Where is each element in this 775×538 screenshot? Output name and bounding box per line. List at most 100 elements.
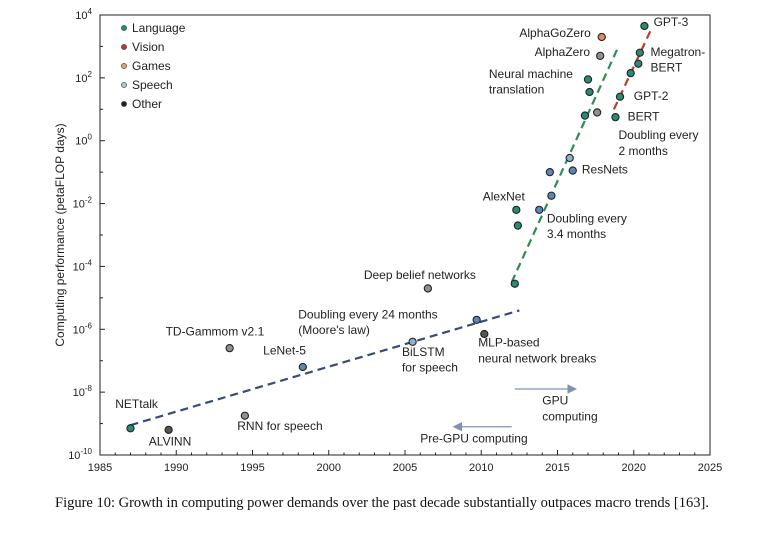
data-point	[225, 343, 234, 353]
point-annotation: LeNet-5	[263, 343, 306, 357]
data-point	[568, 166, 577, 175]
data-point	[298, 362, 307, 372]
data-point	[635, 48, 644, 57]
data-point	[126, 424, 135, 433]
data-point	[583, 75, 593, 84]
data-point	[513, 221, 522, 230]
trend-label: (Moore's law)	[298, 323, 370, 337]
figure-caption: Figure 10: Growth in computing power dem…	[55, 495, 709, 511]
legend-marker	[121, 63, 127, 69]
point-annotation: AlphaGoZero	[519, 26, 591, 40]
point-annotation: BERT	[651, 61, 683, 75]
x-axis-ticks: 1985 1990 1995 2000 2005 2010 2015 2020 2025	[88, 450, 722, 474]
data-point	[626, 68, 635, 78]
data-point	[547, 191, 556, 200]
data-point	[408, 337, 417, 347]
point-annotation: TD-Gammom v2.1	[166, 325, 265, 339]
data-point	[480, 329, 489, 339]
y-tick-label: 104	[75, 7, 92, 22]
data-point	[472, 315, 481, 325]
y-tick-label: 102	[75, 70, 92, 85]
era-label: GPU	[542, 394, 568, 408]
trend-line	[130, 309, 520, 427]
legend-label: Language	[132, 21, 186, 35]
point-annotation: RNN for speech	[237, 419, 322, 433]
era-label: Pre-GPU computing	[420, 431, 527, 445]
x-tick-label: 2005	[393, 462, 417, 474]
legend: Language Vision Games Speech Other	[121, 21, 186, 111]
legend-marker	[121, 25, 127, 31]
legend-marker	[121, 44, 127, 50]
point-annotation: Deep belief networks	[364, 268, 476, 282]
point-annotation: translation	[489, 83, 544, 97]
data-point	[580, 111, 590, 120]
y-tick-label: 10-6	[73, 321, 93, 336]
y-tick-label: 10-4	[73, 258, 93, 273]
data-point	[634, 59, 643, 68]
data-point	[545, 167, 555, 177]
trend-label: Doubling every 24 months	[298, 307, 437, 321]
era-arrows	[452, 384, 577, 432]
legend-label: Speech	[132, 78, 173, 92]
point-annotation: ALVINN	[149, 435, 191, 449]
point-annotation: GPT-2	[634, 89, 669, 103]
trend-label: Doubling every	[547, 211, 627, 225]
point-annotation: BiLSTM	[402, 345, 445, 359]
point-annotation: for speech	[402, 361, 458, 375]
point-annotations: NETtalk ALVINN TD-Gammom v2.1 RNN for speec…	[115, 15, 705, 449]
data-point	[512, 205, 521, 215]
trend-label: 3.4 months	[547, 227, 606, 241]
point-annotation: GPT-3	[654, 15, 689, 29]
point-annotation: Neural machine	[489, 67, 573, 81]
data-point	[640, 21, 649, 31]
y-tick-label: 10-2	[73, 196, 93, 211]
point-annotation: MLP-based	[478, 336, 539, 350]
data-point	[596, 51, 605, 61]
data-point	[585, 87, 594, 97]
data-point	[535, 205, 544, 215]
data-point	[597, 32, 606, 42]
data-point	[615, 92, 625, 101]
legend-label: Other	[132, 97, 162, 111]
y-axis-ticks: 104 102 100 10-2 10-4 10-6 10-8 10-10	[68, 7, 105, 462]
point-annotation: AlexNet	[483, 189, 526, 203]
x-tick-label: 1995	[240, 462, 264, 474]
x-tick-label: 2025	[698, 462, 722, 474]
x-tick-label: 2020	[622, 462, 646, 474]
point-annotation: ResNets	[582, 163, 628, 177]
legend-marker	[121, 82, 127, 88]
point-annotation: BERT	[628, 109, 660, 123]
x-tick-label: 2010	[469, 462, 493, 474]
trend-label: 2 months	[619, 144, 668, 158]
point-annotation: NETtalk	[115, 397, 159, 411]
data-point	[240, 411, 250, 420]
y-tick-label: 100	[75, 133, 92, 148]
data-point	[565, 153, 574, 163]
data-point	[611, 112, 620, 122]
data-point	[423, 284, 433, 293]
legend-marker	[121, 101, 127, 107]
trend-label: Doubling every	[619, 128, 699, 142]
plot-frame	[99, 14, 711, 456]
point-annotation: Megatron-	[651, 45, 706, 59]
trend-labels: Doubling every 24 months (Moore's law) Dou…	[298, 128, 698, 337]
legend-label: Games	[132, 59, 171, 73]
trend-line	[510, 45, 620, 283]
point-annotation: neural network breaks	[478, 351, 596, 365]
x-tick-label: 1990	[164, 462, 188, 474]
data-point	[164, 425, 173, 435]
data-point	[593, 108, 602, 117]
x-tick-label: 2015	[545, 462, 569, 474]
x-tick-label: 2000	[317, 462, 341, 474]
y-tick-label: 10-8	[73, 384, 93, 399]
x-tick-label: 1985	[88, 462, 112, 474]
chart-figure: 1985 1990 1995 2000 2005 2010 2015 2020 2025 104…	[53, 7, 722, 474]
era-label: computing	[542, 409, 597, 423]
data-point	[510, 279, 519, 288]
data-points	[126, 21, 649, 435]
y-tick-label: 10-10	[68, 447, 92, 462]
y-axis-label: Computing performance (petaFLOP days)	[53, 123, 67, 346]
legend-label: Vision	[132, 40, 164, 54]
point-annotation: AlphaZero	[535, 45, 591, 59]
